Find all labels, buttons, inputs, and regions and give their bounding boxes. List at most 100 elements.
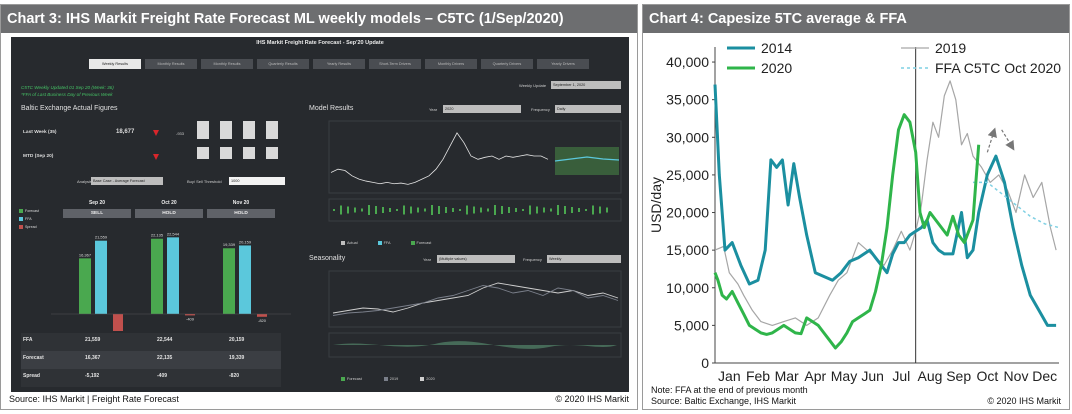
threshold-label: Buy/ Sell Threshold: [187, 179, 222, 184]
season-plot-area: [328, 270, 622, 328]
model-diff-bar: [508, 207, 510, 213]
tab-monthly-results-2[interactable]: Monthly Results: [201, 59, 253, 69]
bar-spread: [185, 314, 195, 316]
placeholder-box: [220, 147, 232, 159]
last-week-change: -933: [176, 131, 185, 136]
model-results-heading: Model Results: [309, 105, 354, 112]
model-diff-bar: [557, 205, 559, 215]
tab-monthly-results[interactable]: Monthly Results: [145, 59, 197, 69]
model-diff-bar: [417, 207, 419, 213]
y-axis-label: USD/day: [648, 177, 664, 233]
tab-monthly-drivers[interactable]: Monthly Drivers: [425, 59, 477, 69]
placeholder-box: [243, 121, 255, 139]
model-diff-bar: [606, 207, 608, 213]
x-tick-label: Sep: [946, 368, 971, 384]
row-label: FFA: [23, 337, 33, 343]
model-diff-bar: [452, 208, 454, 212]
tab-weekly-results[interactable]: Weekly Results: [89, 59, 141, 69]
legend-model-ffa: FFA: [383, 241, 391, 245]
x-tick-label: May: [831, 368, 857, 384]
series-line-2019: [714, 80, 1057, 326]
analysis-select[interactable]: Base Case - Average Forecast: [91, 177, 163, 185]
tab-short-term-drivers[interactable]: Short-Term Drivers: [369, 59, 421, 69]
legend-spread: Spread: [25, 225, 37, 229]
right-note: Note: FFA at the end of previous month: [651, 385, 808, 395]
model-diff-bar: [333, 209, 335, 211]
frequency-select[interactable]: Daily: [555, 105, 621, 113]
left-copyright: © 2020 IHS Markit: [555, 394, 629, 404]
threshold-input[interactable]: 1000: [229, 177, 285, 185]
bar-spread: [257, 314, 267, 317]
model-legend: Actual FFA Forecast: [341, 241, 431, 245]
bar-ffa: [239, 245, 251, 314]
legend-label: 2019: [935, 40, 966, 56]
right-copyright: © 2020 IHS Markit: [987, 396, 1061, 406]
bar-label-forecast: 16,367: [79, 252, 92, 257]
model-diff-bar: [368, 205, 370, 215]
legend-ffa: FFA: [25, 217, 32, 221]
season-legend: Forecast 2019 2020: [341, 377, 435, 381]
model-diff-bar: [487, 208, 489, 212]
y-tick-label: 20,000: [666, 205, 709, 221]
row-value: 22,544: [157, 337, 173, 343]
series-line-ffa-c5tc-oct-2020: [973, 181, 1060, 229]
model-diff-bar: [480, 207, 482, 213]
model-diff-bar: [592, 205, 594, 215]
x-tick-label: Jun: [861, 368, 884, 384]
forecast-bar-chart: 16,36721,559-5,19222,13522,544-40919,339…: [51, 231, 291, 331]
legend-season-2019: 2019: [389, 377, 399, 381]
season-diff-fill: [333, 341, 617, 349]
capesize-line-chart: 0 5,000 10,000 15,000 20,000 25,000 30,000 35,0…: [648, 40, 1061, 384]
y-tick-label: 0: [701, 355, 709, 371]
bar-forecast: [223, 248, 235, 314]
x-tick-label: Feb: [746, 368, 770, 384]
weekly-update-select[interactable]: September 1, 2020: [551, 81, 621, 89]
legend-season-forecast: Forecast: [347, 377, 362, 381]
x-tick-label: Dec: [1032, 368, 1057, 384]
model-diff-bar: [501, 206, 503, 214]
y-tick-label: 35,000: [666, 92, 709, 108]
tab-quarterly-results[interactable]: Quarterly Results: [257, 59, 309, 69]
baltic-heading: Baltic Exchange Actual Figures: [21, 105, 118, 112]
y-tick-label: 30,000: [666, 129, 709, 145]
row-value: 22,135: [157, 355, 173, 361]
bar-spread: [113, 314, 123, 331]
legend-model-forecast: Forecast: [416, 241, 432, 245]
model-plot-area: [328, 120, 622, 194]
legend-actual: Actual: [347, 241, 358, 245]
model-diff-bar: [522, 209, 524, 211]
tab-quarterly-drivers[interactable]: Quarterly Drivers: [481, 59, 533, 69]
right-panel-title: Chart 4: Capesize 5TC average & FFA: [643, 5, 1069, 33]
seasonality-heading: Seasonality: [309, 255, 346, 262]
row-value: 20,159: [229, 337, 245, 343]
right-panel: Chart 4: Capesize 5TC average & FFA 0 5,0…: [642, 4, 1070, 410]
tab-yearly-drivers[interactable]: Yearly Drivers: [537, 59, 589, 69]
bar-label-spread: -820: [258, 318, 267, 323]
x-tick-label: Nov: [1004, 368, 1029, 384]
y-tick-label: 5,000: [674, 317, 709, 333]
frequency-label: Frequency: [531, 107, 550, 112]
y-tick-label: 10,000: [666, 280, 709, 296]
year-select[interactable]: 2020: [443, 105, 521, 113]
model-diff-bar: [585, 209, 587, 211]
model-diff-bar: [515, 208, 517, 212]
placeholder-box: [197, 121, 209, 139]
analysis-label: Analysis: [77, 179, 92, 184]
mtd-label: MTD (Sep 20): [23, 154, 54, 159]
model-diff-bar: [340, 205, 342, 215]
x-tick-label: Mar: [775, 368, 799, 384]
season-frequency-select[interactable]: Weekly: [547, 255, 621, 263]
season-diff-area: [328, 332, 622, 358]
tab-yearly-results[interactable]: Yearly Results: [313, 59, 365, 69]
model-ffa-line: [554, 156, 620, 162]
down-arrow-icon: [153, 154, 159, 160]
legend-label: 2014: [761, 40, 792, 56]
model-diff-bar: [389, 208, 391, 212]
annotation-arrow: [986, 127, 997, 153]
bar-forecast: [79, 258, 91, 314]
legend-label: FFA C5TC Oct 2020: [935, 60, 1061, 76]
season-year-select[interactable]: (Multiple values): [437, 255, 515, 263]
legend-forecast: Forecast: [25, 209, 39, 213]
y-tick-label: 15,000: [666, 242, 709, 258]
model-diff-bar: [445, 207, 447, 213]
